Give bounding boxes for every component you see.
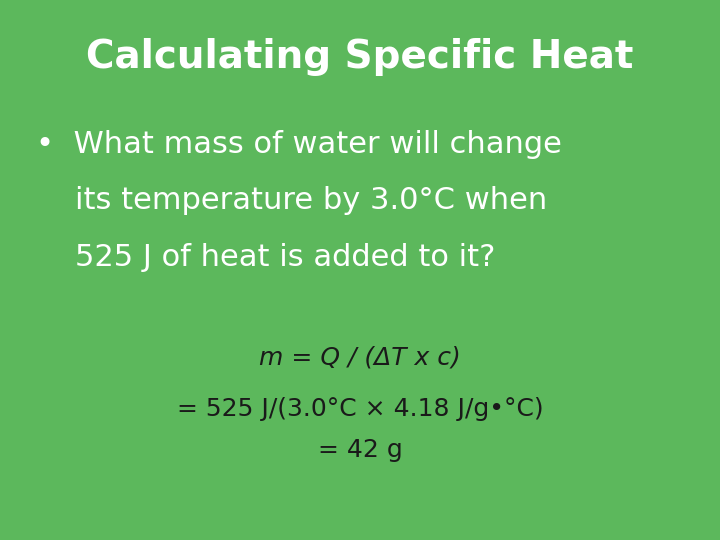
- Text: = 525 J/(3.0°C × 4.18 J/g•°C): = 525 J/(3.0°C × 4.18 J/g•°C): [176, 397, 544, 421]
- Text: 525 J of heat is added to it?: 525 J of heat is added to it?: [36, 243, 495, 272]
- Text: = 42 g: = 42 g: [318, 438, 402, 462]
- Text: its temperature by 3.0°C when: its temperature by 3.0°C when: [36, 186, 547, 215]
- Text: m = Q / (ΔT x c): m = Q / (ΔT x c): [259, 346, 461, 369]
- Text: •  What mass of water will change: • What mass of water will change: [36, 130, 562, 159]
- Text: Calculating Specific Heat: Calculating Specific Heat: [86, 38, 634, 76]
